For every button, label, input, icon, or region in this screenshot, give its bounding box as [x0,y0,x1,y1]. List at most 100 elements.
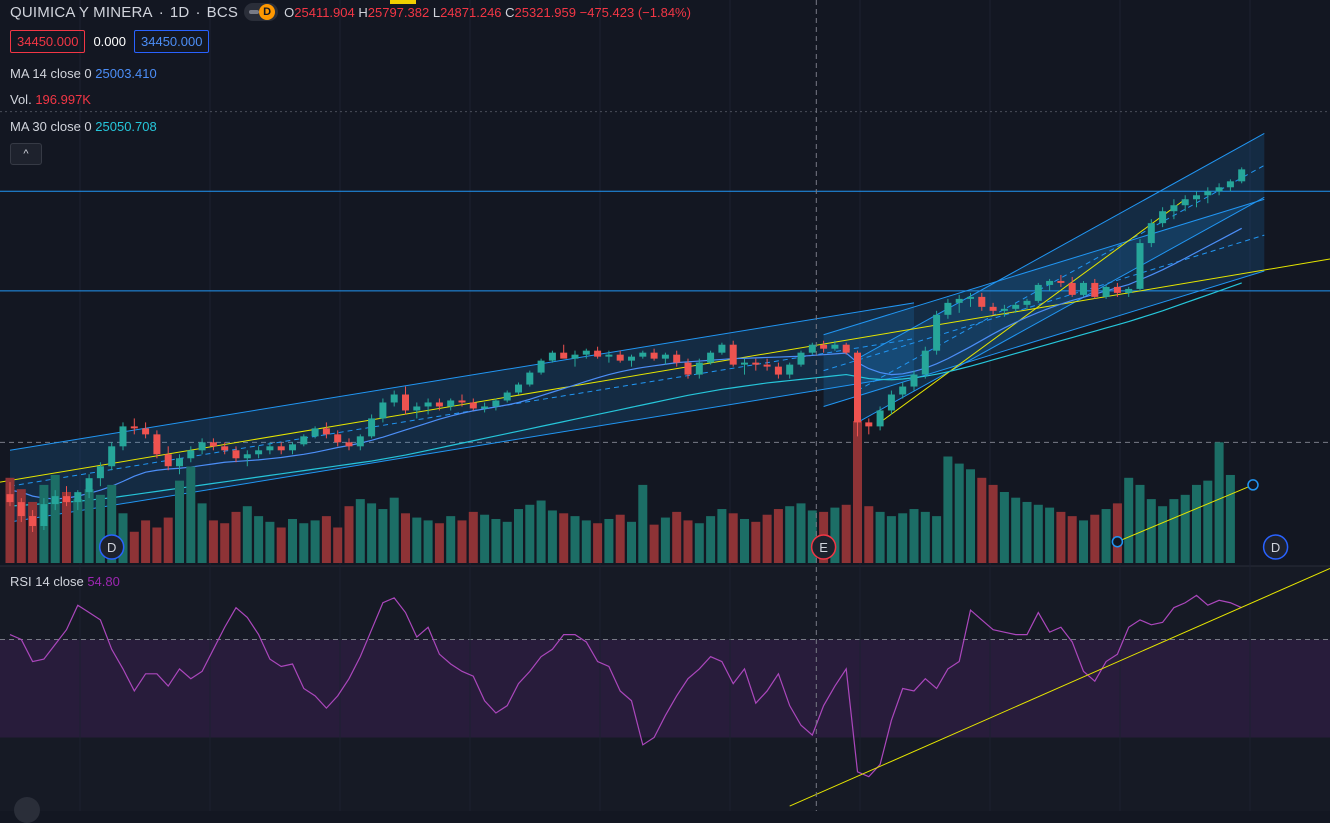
candle-body [1102,286,1110,297]
volume-bar [604,518,614,563]
candle-body [774,366,782,375]
volume-bar [344,506,354,563]
volume-bar [1146,499,1156,563]
volume-bar [615,514,625,563]
candle-body [142,428,150,435]
volume-bar [1225,474,1235,563]
candle-body [582,350,590,355]
candle-body [492,400,500,407]
rsi-legend[interactable]: RSI 14 close 54.80 [10,574,120,589]
candle-body [548,352,556,361]
volume-bar [886,516,896,563]
candle-body [650,352,658,359]
candle-body [1181,199,1189,206]
volume-bar [434,523,444,563]
market-status-badge: D [259,4,276,20]
rsi-line [9,594,1242,778]
candle-body [661,354,669,359]
candle-body [153,434,161,455]
candle-body [684,362,692,375]
candle-body [6,494,14,503]
channel-main-lower [9,374,915,523]
candle-body [571,354,579,359]
toolbar-marker[interactable] [390,0,416,4]
volume-bar [175,480,184,563]
candle-body [921,350,929,375]
volume-bar [649,524,659,563]
candle-body [1226,181,1234,188]
earnings-marker [810,534,837,560]
symbol-name[interactable]: QUIMICA Y MINERA [10,3,153,21]
volume-legend[interactable]: Vol. 196.997K [10,92,91,107]
candle-body [85,478,93,493]
channel-upper-mid [823,234,1265,372]
event-label: D [1271,540,1280,555]
volume-bar [1112,503,1122,563]
volume-bar [321,516,331,563]
buy-price-button[interactable]: 34450.000 [134,30,210,53]
candle-body [1068,282,1076,295]
candle-body [1012,304,1020,309]
channel-steep-lower [857,196,1265,423]
volume-bar [1045,507,1055,563]
separator-dot: · [158,3,164,21]
candle-body [356,436,364,447]
candle-body [1215,187,1223,192]
candle-body [955,298,963,303]
volume-bar [1033,504,1043,563]
volume-bar [525,504,535,563]
change-value: −475.423 (−1.84%) [579,4,691,20]
candle-body [458,400,466,403]
candle-body [164,454,172,467]
candle-body [187,450,195,459]
candle-body [515,384,522,393]
candle-body [322,428,330,435]
collapse-legend-button[interactable]: ^ [10,143,42,165]
volume-bar [254,516,264,563]
candle-body [390,394,398,403]
volume-bar [1079,520,1088,563]
candle-body [1147,223,1155,244]
volume-bar [536,500,546,563]
volume-bar [559,513,569,563]
ma30-value: 25050.708 [95,119,157,134]
volume-bar [107,484,117,563]
candle-body [876,410,884,427]
ma14-legend[interactable]: MA 14 close 0 25003.410 [10,66,157,81]
volume-bar [95,494,105,563]
candle-body [594,350,602,357]
volume-bar [514,509,523,563]
volume-bar [547,510,557,563]
volume-bar [977,477,987,563]
volume-bar [186,466,196,563]
volume-bar [265,521,275,563]
candle-body [51,496,59,505]
volume-bar [333,527,343,563]
chevron-up-icon: ^ [23,148,29,160]
candle-body [639,352,647,357]
volume-bar [1011,497,1021,563]
symbol-interval[interactable]: 1D [169,3,190,21]
visibility-toggle[interactable]: D [244,3,279,21]
candle-body [277,446,285,451]
candle-body [402,394,409,411]
volume-bar [50,474,60,563]
close-value: 25321.959 [514,4,576,20]
volume-bar [16,489,26,563]
drawing-tool-button[interactable] [14,797,40,823]
volume-bar [954,463,964,563]
candle-body [797,352,805,365]
volume-bar [638,484,648,563]
volume-bar [593,523,603,563]
candle-body [108,446,116,467]
candle-body [865,422,873,427]
candle-body [605,354,613,357]
volume-bar [909,509,919,563]
sell-price-button[interactable]: 34450.000 [10,30,86,53]
ma30-legend[interactable]: MA 30 close 0 25050.708 [10,119,157,134]
volume-bar [220,523,230,563]
candle-body [707,352,715,363]
volume-bar [84,489,94,563]
candle-body [29,516,37,527]
